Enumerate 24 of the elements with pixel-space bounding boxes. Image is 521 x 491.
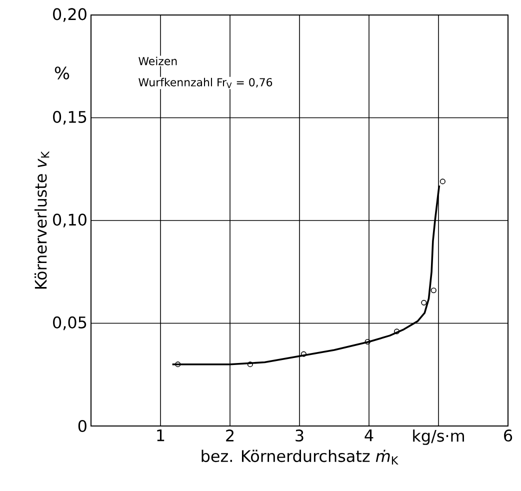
point [394, 328, 400, 334]
text: % [54, 66, 70, 80]
point [430, 288, 436, 294]
point [247, 362, 253, 368]
x-tick-label: 4 [364, 430, 374, 442]
x-tick-label: 3 [296, 430, 304, 442]
point [300, 351, 306, 357]
point [175, 362, 181, 368]
x-tick-label: 6 [504, 430, 512, 442]
y-tick-label: 0 [78, 420, 86, 432]
x-tick-label: 1 [157, 430, 164, 442]
x-tick-label: kg/s·m [413, 430, 464, 445]
x-axis-title: bez. Körnerdurchsatz ṁ$_{K}$ [202, 450, 398, 464]
point [364, 338, 370, 345]
point [440, 178, 446, 184]
y-tick-label: 0,15 [53, 110, 86, 125]
point [421, 300, 427, 306]
y-tick-label: 0,10 [53, 214, 86, 228]
annotation: Wurfkennzahl Fr$_{V}$ = 0,76 [138, 78, 272, 88]
y-tick-label: 0,05 [53, 316, 86, 330]
annotation: Weizen [138, 56, 177, 66]
y-axis-title: Körnerverluste v$_{K}$ [34, 151, 50, 289]
y-tick-label: 0,20 [53, 8, 86, 22]
x-tick-label: 2 [226, 430, 234, 442]
